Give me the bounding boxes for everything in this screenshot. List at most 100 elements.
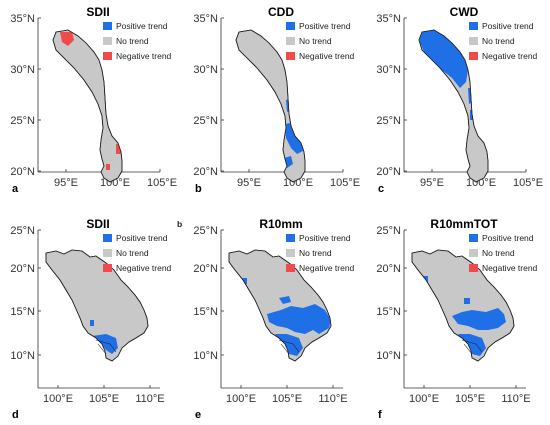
panel-b-title: CDD (268, 5, 294, 19)
y-tick-25n: 25°N (193, 115, 218, 127)
panel-a: SDII 35°N 30°N 25°N 20°N 95°E 100°E 105°… (10, 5, 177, 195)
positive-trend-swatch (469, 22, 478, 30)
x-tick-105e: 105°E (455, 393, 485, 405)
positive-trend-region (464, 298, 470, 304)
panel-b-axes (220, 17, 344, 173)
positive-trend-swatch (103, 234, 112, 242)
panel-a-legend: Positive trend No trend Negative trend (103, 21, 172, 61)
panel-b-legend: Positive trend No trend Negative trend (286, 21, 355, 61)
panel-e: R10mm 25°N 20°N 15°N 10°N 100°E 105°E 11… (193, 217, 354, 421)
no-trend-swatch (286, 37, 295, 45)
legend-positive: Positive trend (116, 21, 168, 31)
legend-positive: Positive trend (299, 21, 351, 31)
panel-f-title: R10mmTOT (430, 217, 498, 231)
y-tick-25n: 25°N (376, 115, 401, 127)
legend-none: No trend (482, 248, 515, 258)
y-tick-10n: 10°N (376, 350, 401, 362)
positive-trend-region (90, 320, 94, 326)
x-tick-105e: 105°E (272, 393, 302, 405)
x-tick-95e: 95°E (54, 177, 78, 189)
panel-b-label: b (195, 183, 202, 195)
y-tick-30n: 30°N (376, 64, 401, 76)
panel-e-legend: Positive trend No trend Negative trend (286, 233, 355, 273)
panel-b-x-ticks: 95°E 100°E 105°E (237, 177, 360, 189)
positive-trend-swatch (286, 234, 295, 242)
y-tick-25n: 25°N (10, 115, 35, 127)
panel-d-map (45, 249, 149, 362)
no-trend-swatch (103, 249, 112, 257)
panel-d-label: d (12, 409, 19, 421)
positive-trend-region (458, 334, 486, 356)
panel-b-y-ticks: 35°N 30°N 25°N 20°N (193, 13, 218, 178)
y-tick-15n: 15°N (10, 306, 35, 318)
positive-trend-region (420, 30, 468, 88)
panel-a-axes (37, 17, 161, 173)
negative-trend-region (106, 164, 110, 170)
panel-d-legend: Positive trend No trend Negative trend (103, 233, 172, 273)
positive-trend-swatch (103, 22, 112, 30)
x-tick-95e: 95°E (237, 177, 261, 189)
x-tick-110e: 110°E (501, 393, 530, 405)
y-tick-20n: 20°N (10, 166, 35, 178)
y-tick-35n: 35°N (10, 13, 35, 25)
panel-a-y-ticks: 35°N 30°N 25°N 20°N (10, 13, 35, 178)
x-tick-100e: 100°E (43, 393, 73, 405)
legend-negative: Negative trend (116, 263, 172, 273)
panel-c-label: c (378, 183, 384, 195)
legend-negative: Negative trend (299, 263, 355, 273)
y-tick-15n: 15°N (376, 306, 401, 318)
legend-negative: Negative trend (482, 51, 538, 61)
positive-trend-region (285, 122, 305, 154)
x-tick-100e: 100°E (226, 393, 256, 405)
legend-positive: Positive trend (482, 21, 534, 31)
y-tick-25n: 25°N (193, 225, 218, 237)
panel-f-x-ticks: 100°E 105°E 110°E (409, 393, 531, 405)
y-tick-10n: 10°N (193, 350, 218, 362)
x-tick-105e: 105°E (513, 177, 543, 189)
negative-trend-region (60, 32, 74, 46)
y-tick-10n: 10°N (10, 350, 35, 362)
y-tick-15n: 15°N (193, 306, 218, 318)
panel-f-legend: Positive trend No trend Negative trend (469, 233, 538, 273)
x-tick-95e: 95°E (420, 177, 444, 189)
panel-a-label: a (12, 183, 19, 195)
positive-trend-swatch (469, 234, 478, 242)
panel-d: SDII 25°N 20°N 15°N 10°N 100°E 105°E 110… (10, 217, 171, 421)
legend-none: No trend (299, 248, 332, 258)
panel-c-y-ticks: 35°N 30°N 25°N 20°N (376, 13, 401, 178)
y-tick-30n: 30°N (193, 64, 218, 76)
panel-c-legend: Positive trend No trend Negative trend (469, 21, 538, 61)
no-trend-swatch (286, 249, 295, 257)
legend-none: No trend (116, 36, 149, 46)
y-tick-20n: 20°N (193, 263, 218, 275)
no-trend-swatch (469, 37, 478, 45)
positive-trend-region (452, 308, 506, 330)
legend-none: No trend (482, 36, 515, 46)
panel-e-y-ticks: 25°N 20°N 15°N 10°N (193, 225, 218, 362)
panel-c-title: CWD (450, 5, 479, 19)
y-tick-20n: 20°N (376, 263, 401, 275)
y-tick-25n: 25°N (376, 225, 401, 237)
positive-trend-swatch (286, 22, 295, 30)
y-tick-30n: 30°N (10, 64, 35, 76)
panel-f: R10mmTOT 25°N 20°N 15°N 10°N 100°E 105°E… (376, 217, 537, 421)
panel-e-x-ticks: 100°E 105°E 110°E (226, 393, 348, 405)
panel-e-map (228, 249, 332, 362)
negative-trend-region (109, 98, 112, 112)
x-tick-110e: 110°E (318, 393, 347, 405)
x-tick-105e: 105°E (147, 177, 177, 189)
no-trend-swatch (469, 249, 478, 257)
negative-trend-swatch (103, 264, 112, 272)
legend-none: No trend (299, 36, 332, 46)
no-trend-swatch (103, 37, 112, 45)
panel-f-y-ticks: 25°N 20°N 15°N 10°N (376, 225, 401, 362)
x-tick-105e: 105°E (330, 177, 360, 189)
negative-trend-swatch (103, 52, 112, 60)
negative-trend-swatch (286, 52, 295, 60)
legend-positive: Positive trend (482, 233, 534, 243)
legend-positive: Positive trend (116, 233, 168, 243)
panel-d-y-ticks: 25°N 20°N 15°N 10°N (10, 225, 35, 362)
positive-trend-region (92, 334, 118, 354)
panel-d-x-ticks: 100°E 105°E 110°E (43, 393, 165, 405)
x-tick-100e: 100°E (409, 393, 439, 405)
